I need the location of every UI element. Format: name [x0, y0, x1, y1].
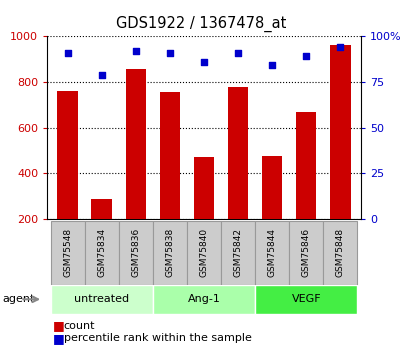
Text: GSM75842: GSM75842: [233, 228, 242, 277]
Bar: [329, 46, 350, 265]
Bar: [295, 112, 316, 265]
Bar: [261, 156, 282, 265]
Point: [166, 50, 173, 56]
Point: [64, 50, 71, 56]
Bar: [119, 221, 153, 285]
Bar: [254, 221, 288, 285]
Text: GSM75846: GSM75846: [301, 228, 310, 277]
Bar: [220, 221, 254, 285]
Text: ■: ■: [53, 332, 65, 345]
Text: GSM75840: GSM75840: [199, 228, 208, 277]
Bar: [323, 221, 357, 285]
Text: untreated: untreated: [74, 294, 129, 304]
Text: ■: ■: [53, 319, 65, 333]
Bar: [50, 221, 84, 285]
Bar: [50, 285, 153, 314]
Text: GSM75548: GSM75548: [63, 228, 72, 277]
Text: VEGF: VEGF: [291, 294, 320, 304]
Text: count: count: [63, 321, 95, 331]
Bar: [288, 221, 323, 285]
Bar: [227, 87, 248, 265]
Text: GSM75834: GSM75834: [97, 228, 106, 277]
Text: GSM75836: GSM75836: [131, 228, 140, 277]
Bar: [193, 157, 213, 265]
Bar: [159, 92, 180, 265]
Bar: [153, 221, 187, 285]
Point: [234, 50, 241, 56]
Text: GSM75838: GSM75838: [165, 228, 174, 277]
Bar: [254, 285, 357, 314]
Bar: [84, 221, 119, 285]
Text: GSM75848: GSM75848: [335, 228, 344, 277]
Point: [132, 48, 139, 53]
Text: Ang-1: Ang-1: [187, 294, 220, 304]
Point: [268, 63, 275, 68]
Text: GSM75844: GSM75844: [267, 228, 276, 277]
Bar: [91, 198, 112, 265]
Bar: [153, 285, 254, 314]
Point: [302, 53, 309, 59]
Point: [98, 72, 105, 77]
Bar: [187, 221, 220, 285]
Text: GDS1922 / 1367478_at: GDS1922 / 1367478_at: [115, 16, 285, 32]
Bar: [125, 69, 146, 265]
Text: percentile rank within the sample: percentile rank within the sample: [63, 333, 251, 343]
Point: [200, 59, 207, 65]
Bar: [57, 91, 78, 265]
Point: [336, 45, 343, 50]
Text: agent: agent: [2, 294, 34, 304]
